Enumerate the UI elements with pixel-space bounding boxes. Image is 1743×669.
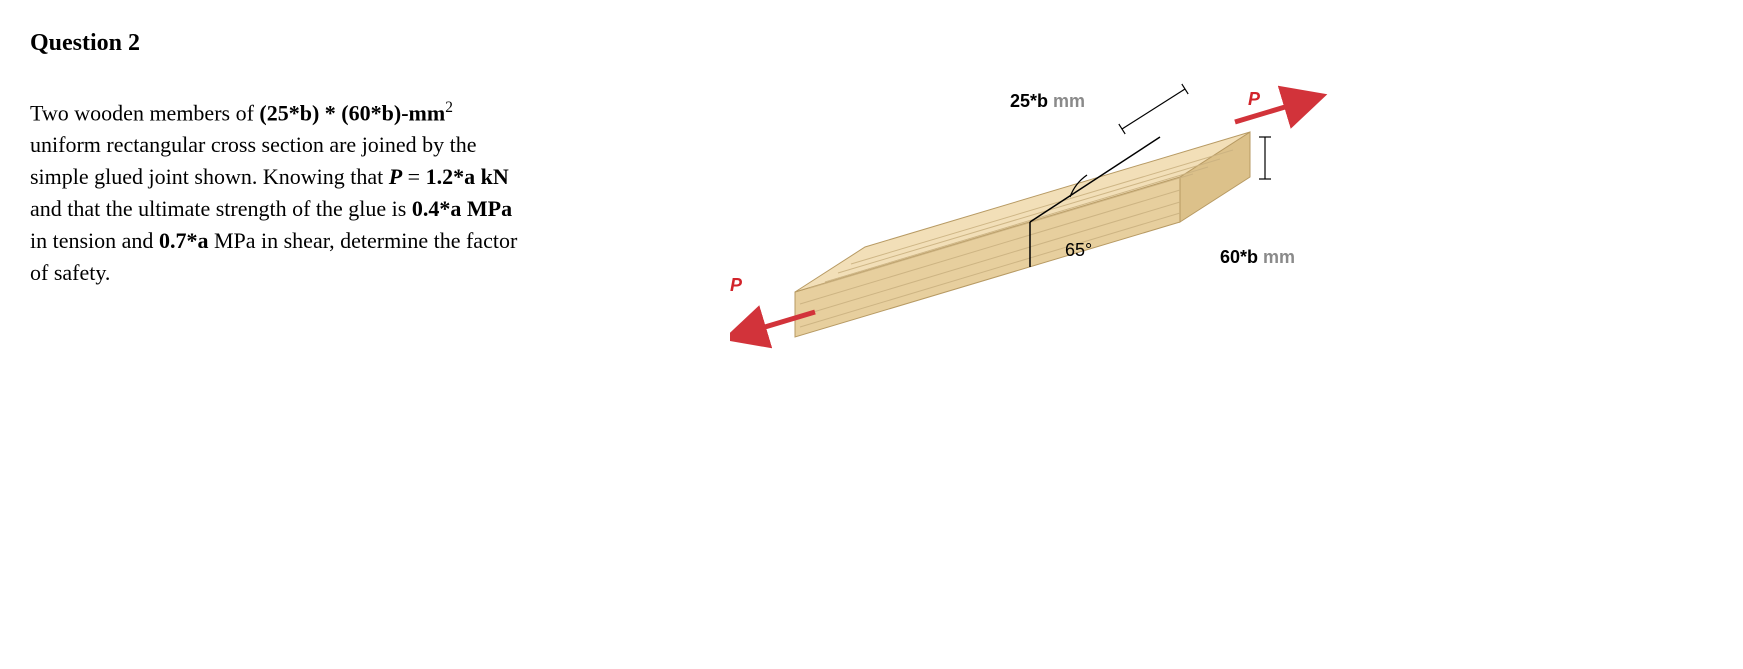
force-label-right: P (1248, 89, 1260, 110)
dim-depth-label: 60*b mm (1220, 247, 1295, 268)
text: of safety. (30, 260, 110, 285)
angle-label: 65° (1065, 240, 1092, 261)
figure: 25*b mm 60*b mm 65° P P (730, 97, 1330, 417)
text: MPa in shear, determine the factor (208, 228, 517, 253)
dim-width-value: 25*b (1010, 91, 1053, 111)
text: simple glued joint shown. Knowing that (30, 164, 389, 189)
text: in tension and (30, 228, 159, 253)
text: uniform rectangular cross section are jo… (30, 132, 477, 157)
dim-depth-value: 60*b (1220, 247, 1263, 267)
dim-depth-unit: mm (1263, 247, 1295, 267)
beam-diagram-svg (730, 67, 1330, 387)
variable-p: P (389, 164, 402, 189)
text-bold: 0.7*a (159, 228, 209, 253)
dim-width-unit: mm (1053, 91, 1085, 111)
force-label-left: P (730, 275, 742, 296)
text-bold: 1.2*a kN (426, 164, 509, 189)
question-heading: Question 2 (30, 30, 1713, 57)
text-bold: 0.4*a MPa (412, 196, 512, 221)
text: = (402, 164, 425, 189)
text: Two wooden members of (30, 100, 259, 125)
content-row: Two wooden members of (25*b) * (60*b)-mm… (30, 97, 1713, 417)
text-bold: (25*b) * (60*b)-mm (259, 100, 445, 125)
dim-width-label: 25*b mm (1010, 91, 1085, 112)
text: and that the ultimate strength of the gl… (30, 196, 412, 221)
superscript: 2 (445, 99, 453, 116)
question-prose: Two wooden members of (25*b) * (60*b)-mm… (30, 97, 670, 289)
